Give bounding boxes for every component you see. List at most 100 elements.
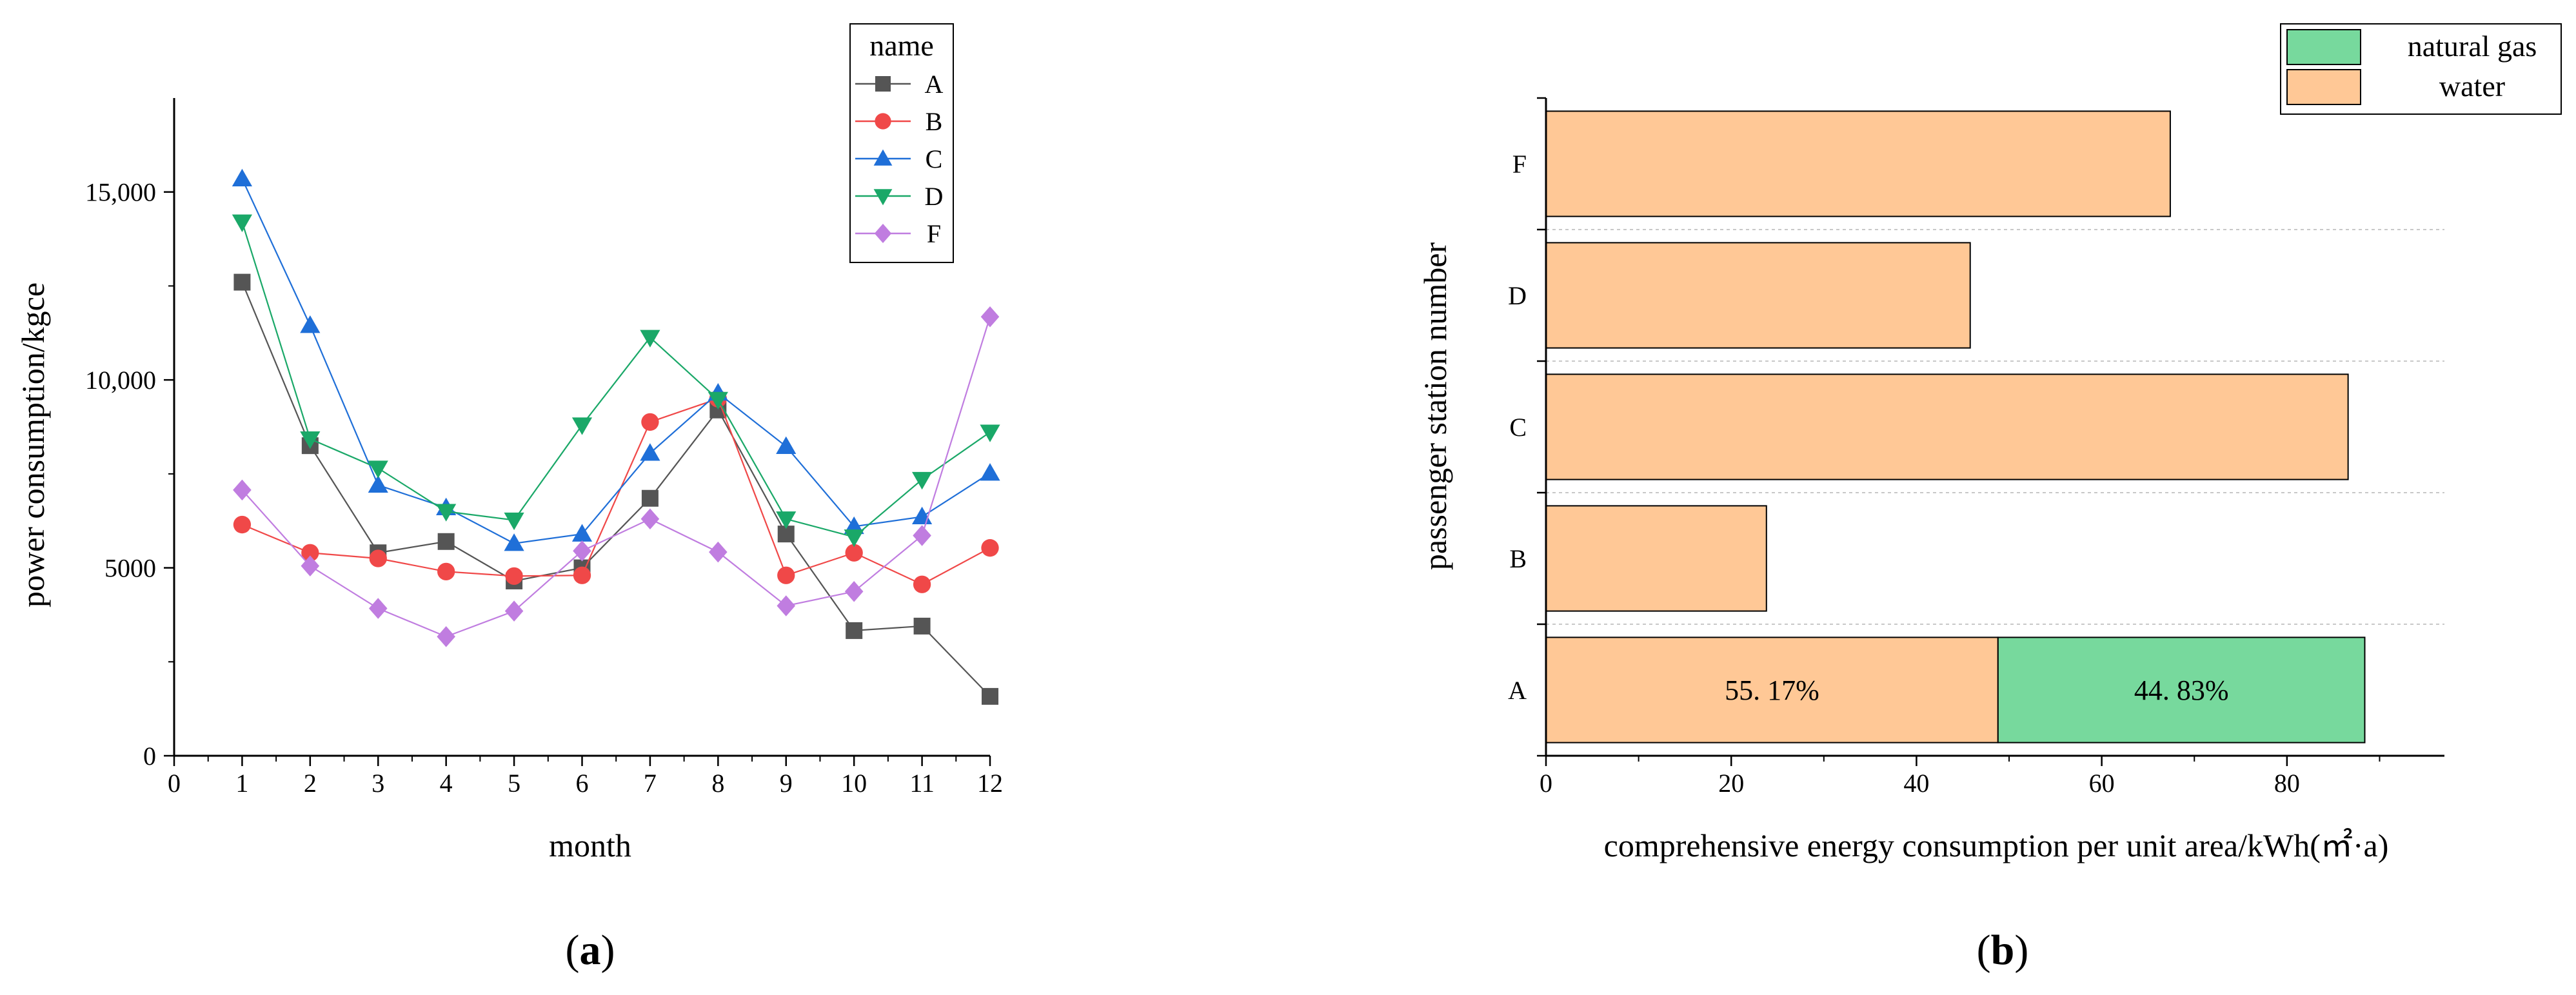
bar-D-water <box>1545 242 1971 349</box>
x-axis-label: month <box>549 827 631 863</box>
data-point <box>504 533 524 551</box>
data-point <box>437 626 455 647</box>
bar-F-water <box>1545 110 2171 217</box>
legend-label: water <box>2439 70 2505 103</box>
data-point <box>640 330 660 348</box>
legend-marker <box>875 76 891 92</box>
series-D <box>232 214 1000 547</box>
data-point <box>980 424 1000 442</box>
legend-marker <box>875 113 891 130</box>
bar-chart: 0 20 40 60 80 A B C D F 55. 17% 44. 83% comprehens… <box>1417 23 2562 863</box>
legend-label: A <box>925 70 944 99</box>
y-tick-label: C <box>1509 413 1527 442</box>
x-tick-label: 0 <box>1540 769 1552 798</box>
series-line <box>241 222 991 538</box>
legend-swatch <box>2286 69 2361 105</box>
legend-title: name <box>869 29 934 62</box>
y-tick-label: 5000 <box>104 554 156 583</box>
data-point <box>844 581 864 602</box>
series-F <box>233 306 1000 647</box>
data-point <box>300 315 321 333</box>
panel-label-a: (a) <box>566 927 615 974</box>
data-point <box>437 533 455 550</box>
data-point <box>913 525 931 546</box>
data-point <box>844 529 864 547</box>
data-point <box>301 544 319 562</box>
data-point <box>846 622 863 639</box>
data-point <box>640 508 660 530</box>
x-tick-label: 5 <box>508 769 520 798</box>
data-point <box>640 443 660 461</box>
data-point <box>641 413 659 431</box>
series-line <box>241 316 991 638</box>
data-point <box>982 687 998 705</box>
data-point <box>436 504 457 522</box>
y-tick-label: 10,000 <box>85 366 156 395</box>
legend-label: C <box>926 144 943 173</box>
series-line <box>241 178 991 544</box>
series-line <box>241 282 991 697</box>
legend: natural gas water <box>2280 23 2562 115</box>
data-point <box>776 511 797 529</box>
panel-label-b: (b) <box>1977 927 2029 974</box>
bar-C-water <box>1545 373 2349 480</box>
legend-marker <box>874 224 892 243</box>
x-tick-label: 11 <box>909 769 935 798</box>
x-tick-label: 1 <box>235 769 248 798</box>
data-point <box>980 306 1000 328</box>
x-tick-label: 80 <box>2274 769 2300 798</box>
data-point <box>641 489 659 507</box>
x-tick-label: 10 <box>841 769 867 798</box>
data-point <box>980 463 1000 481</box>
data-point <box>233 479 252 501</box>
legend-marker <box>873 149 893 166</box>
y-axis-label: passenger station number <box>1417 242 1453 571</box>
legend-label: B <box>926 107 943 136</box>
x-tick-label: 60 <box>2089 769 2115 798</box>
series-line <box>241 397 991 586</box>
data-point <box>368 475 388 493</box>
x-tick-label: 6 <box>576 769 589 798</box>
x-tick-label: 20 <box>1718 769 1744 798</box>
legend-marker <box>873 189 893 206</box>
data-point <box>571 524 593 542</box>
data-point <box>437 562 455 581</box>
data-point <box>709 541 728 563</box>
x-tick-label: 3 <box>372 769 384 798</box>
series-A <box>233 273 998 705</box>
legend-box <box>849 23 954 263</box>
bar-A-water <box>1545 636 1999 744</box>
y-tick-label: B <box>1509 544 1527 573</box>
x-tick-label: 0 <box>168 769 181 798</box>
bar-A-natural-gas <box>1997 636 2366 744</box>
data-label: 55. 17% <box>1725 675 1819 706</box>
data-point <box>232 168 253 187</box>
x-tick-label: 9 <box>780 769 793 798</box>
legend-swatch <box>2286 29 2361 65</box>
data-point <box>981 539 999 557</box>
data-point <box>708 391 728 410</box>
series-B <box>233 389 999 593</box>
legend-label: F <box>927 219 941 248</box>
data-point <box>573 540 591 562</box>
x-tick-label: 40 <box>1903 769 1929 798</box>
x-tick-label: 7 <box>644 769 657 798</box>
data-point <box>369 549 387 567</box>
x-axis-label: comprehensive energy consumption per uni… <box>1604 827 2389 863</box>
y-axis-label: power consumption/kgce <box>15 282 51 607</box>
bar-B-water <box>1545 505 1767 612</box>
data-point <box>232 214 253 232</box>
data-point <box>913 575 931 593</box>
y-tick-label: 0 <box>143 742 156 771</box>
x-tick-label: 8 <box>711 769 724 798</box>
data-point <box>573 566 591 584</box>
y-tick-label: D <box>1508 281 1527 310</box>
data-point <box>233 515 252 534</box>
data-point <box>776 436 797 455</box>
data-point <box>300 431 321 449</box>
data-point <box>777 566 795 584</box>
y-tick-label: 15,000 <box>85 178 156 207</box>
